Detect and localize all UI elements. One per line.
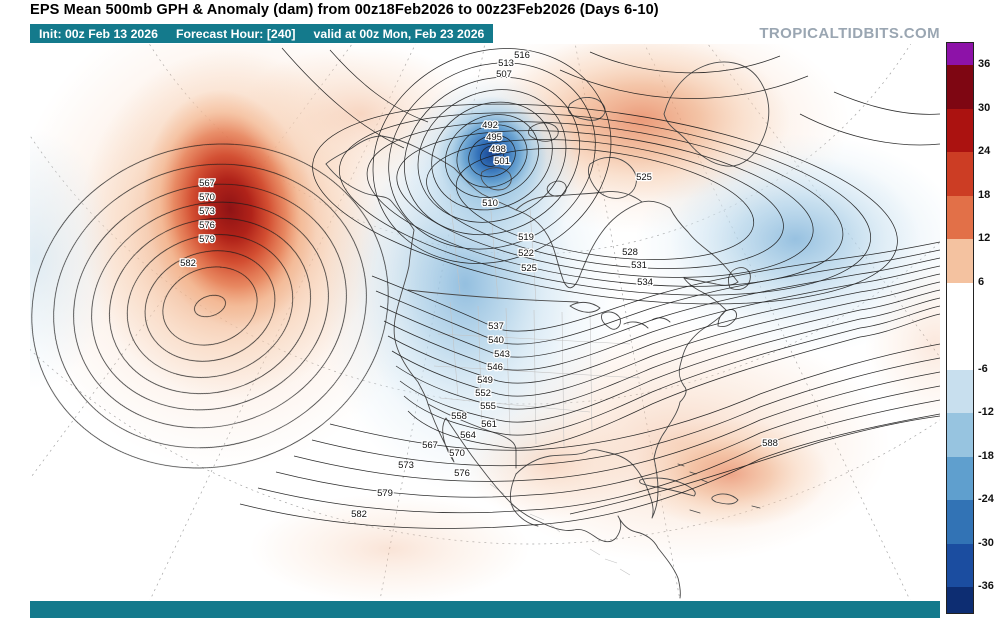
colorbar-segment [947,108,973,152]
contour-label: 579 [377,488,393,499]
colorbar-tick-label: -12 [978,406,994,418]
colorbar-segment [947,500,973,544]
contour-label: 573 [199,206,215,217]
contour-label: 555 [480,401,496,412]
contour-label: 537 [488,321,504,332]
contour-label: 501 [494,156,510,167]
forecast-hour: Forecast Hour: [240] [175,26,296,41]
contour-label: 516 [514,50,530,61]
colorbar-segment [947,65,973,109]
colorbar-tick-label: -6 [978,362,988,375]
colorbar-segment [947,326,973,370]
contour-label: 510 [482,198,498,209]
contour-label: 546 [487,362,503,373]
contour-label: 579 [199,234,215,245]
contour-labels: 567 570 573 576 579 582 516 513 507 510 … [179,49,779,522]
colorbar-tick-label: 24 [978,145,991,157]
contour-label: 513 [498,58,514,69]
contour-lines [31,47,941,529]
contour-label: 495 [486,132,502,143]
contour-label: 543 [494,349,510,360]
colorbar-tick-label: -24 [978,493,994,505]
colorbar-segment [947,587,973,613]
site-watermark: TROPICALTIDBITS.COM [759,25,940,42]
colorbar-tick-label: 36 [978,58,991,70]
init-time: Init: 00z Feb 13 2026 [39,26,158,41]
valid-time: valid at 00z Mon, Feb 23 2026 [313,26,485,41]
colorbar-segment [947,43,973,65]
bottom-brand-bar [30,601,940,618]
colorbar-segment [947,413,973,457]
contour-label: 525 [521,263,537,274]
contour-label: 588 [762,438,778,449]
colorbar-tick-label: 18 [978,188,991,201]
contour-label: 567 [422,440,438,451]
colorbar-segment [947,369,973,413]
colorbar-segment [947,239,973,283]
contour-label: 498 [490,144,506,155]
contour-label: 531 [631,260,647,271]
contour-label: 573 [398,460,414,471]
colorbar-segment [947,152,973,196]
colorbar-tick-label: 6 [978,275,985,288]
contour-label: 492 [482,120,498,131]
colorbar-tick-label: -36 [978,580,994,592]
colorbar-tick-label: 30 [978,101,991,114]
contour-label: 582 [180,258,196,269]
contour-label: 567 [199,178,215,189]
contour-label: 507 [496,69,512,80]
contour-label: 534 [637,277,653,288]
contour-label: 528 [622,247,638,258]
contour-label: 525 [636,172,652,183]
contour-label: 576 [199,220,215,231]
colorbar-segment [947,282,973,326]
contour-label: 519 [518,232,534,243]
map-canvas: 567 570 573 576 579 582 516 513 507 510 … [0,0,1000,604]
colorbar-segment [947,543,973,587]
anomaly-shading [0,0,1000,604]
contour-label: 549 [477,375,493,386]
contour-label: 576 [454,468,470,479]
contour-label: 570 [199,192,215,203]
contour-label: 582 [351,509,367,520]
colorbar-segment [947,456,973,500]
colorbar-tick-label: 12 [978,232,991,244]
weather-map: 567 570 573 576 579 582 516 513 507 510 … [0,0,1000,604]
contour-label: 558 [451,411,467,422]
contour-label: 570 [449,448,465,459]
contour-label: 552 [475,388,491,399]
coastline [325,61,770,599]
contour-label: 561 [481,419,497,430]
colorbar-gradient [946,42,974,614]
contour-label: 522 [518,248,534,259]
colorbar-tick-label: -30 [978,536,994,549]
contour-label: 540 [488,335,504,346]
colorbar-tick-label: -18 [978,449,994,462]
contour-label: 564 [460,430,476,441]
page-title: EPS Mean 500mb GPH & Anomaly (dam) from … [30,2,659,18]
colorbar-segment [947,195,973,239]
anomaly-colorbar: 36 30 24 18 12 6 -6 -12 -18 -24 -30 -36 [946,42,998,614]
init-info-bar: Init: 00z Feb 13 2026 Forecast Hour: [24… [30,24,494,43]
